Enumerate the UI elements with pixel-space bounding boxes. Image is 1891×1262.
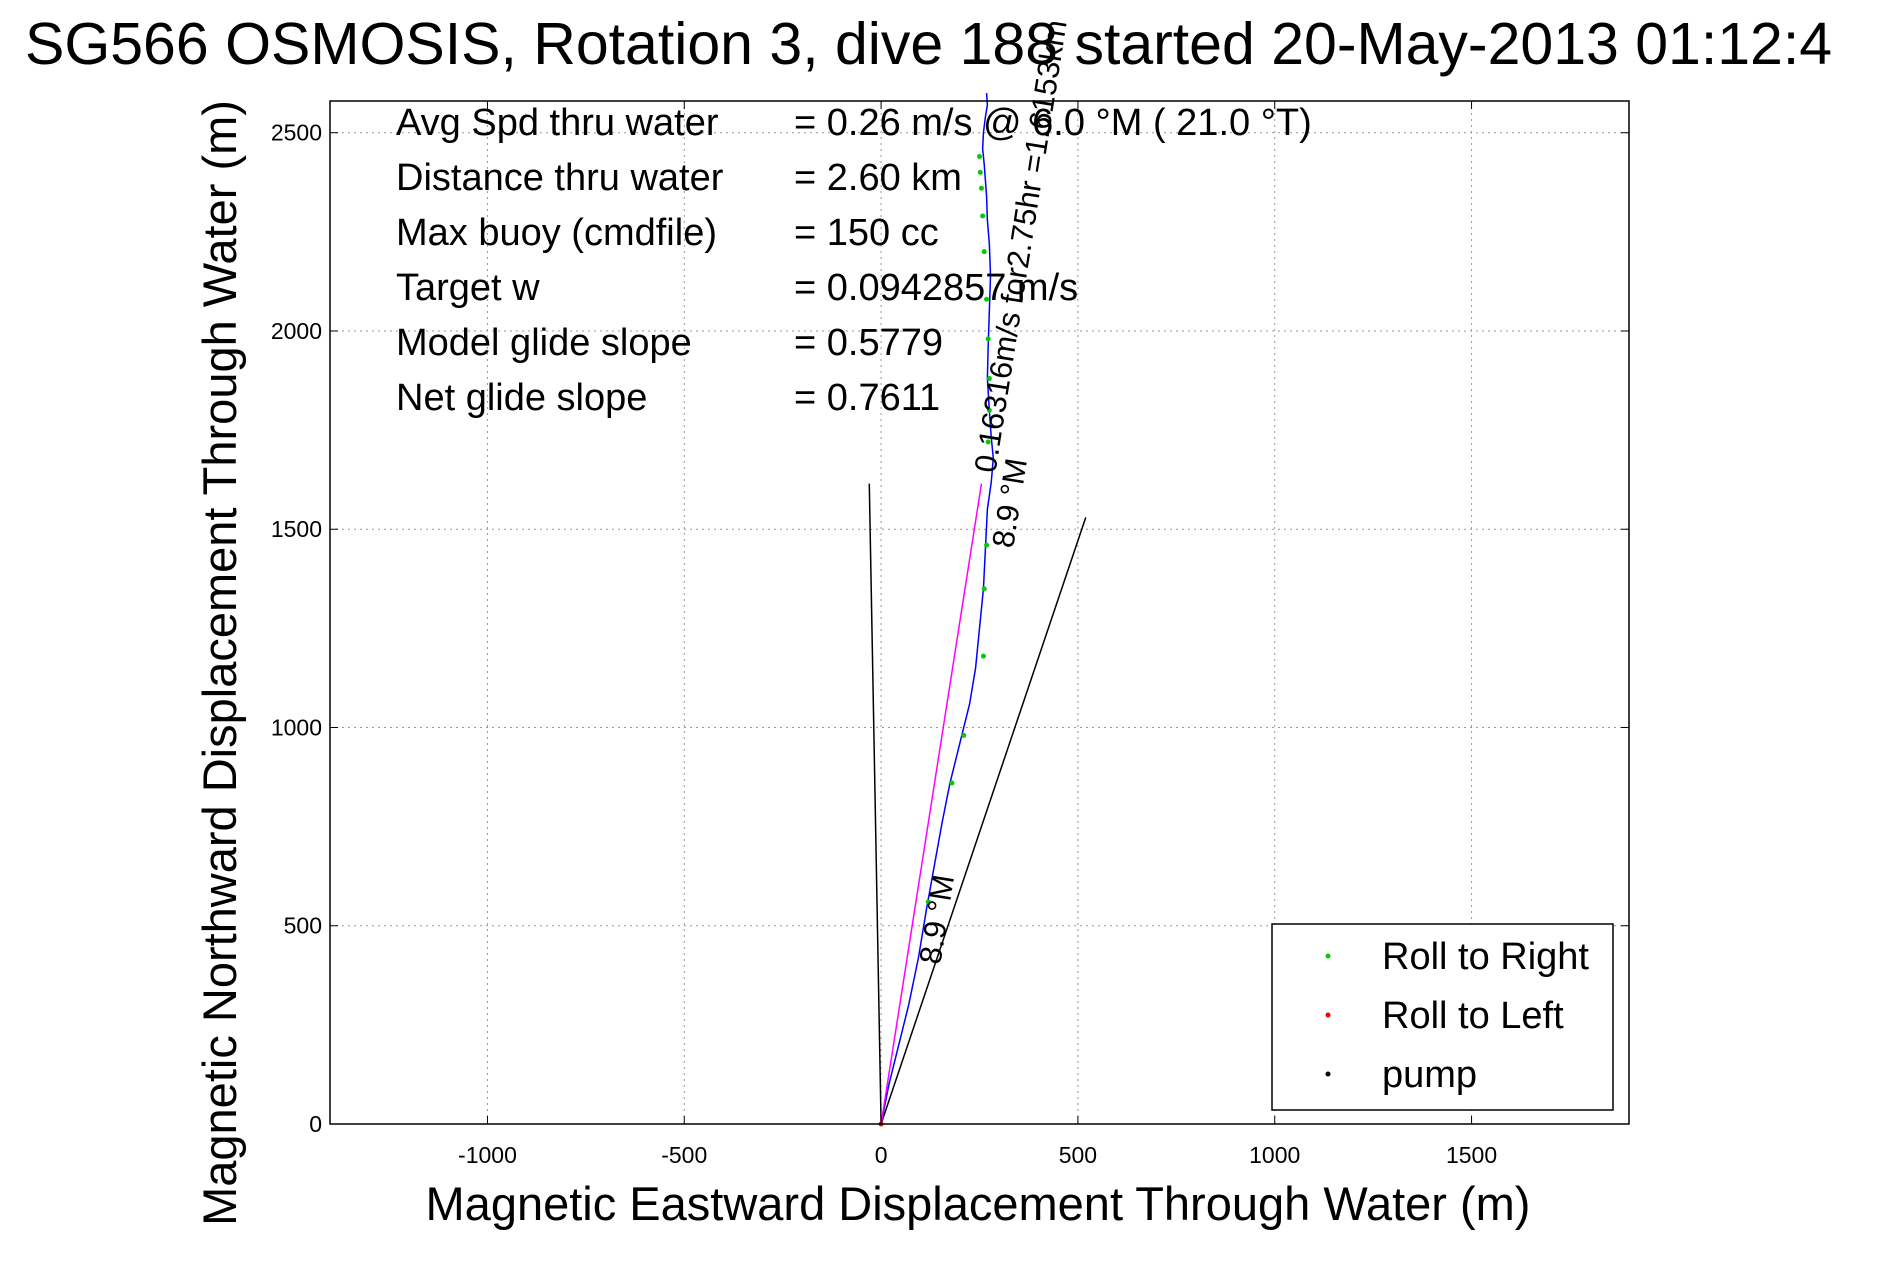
y-tick-label: 1500 [271,516,322,542]
stats-block: Avg Spd thru water = 0.26 m/s @ 6.0 °M ( … [396,102,1312,419]
y-axis-label: Magnetic Northward Displacement Through … [193,100,246,1226]
y-tick-label: 500 [284,913,322,939]
legend-marker [1325,1012,1331,1018]
x-tick-label: -1000 [458,1142,517,1168]
legend-marker [1325,1071,1331,1077]
roll-right-point [961,732,967,738]
roll-right-point [986,376,992,382]
x-tick-label: 1000 [1249,1142,1300,1168]
stat-value: = 0.7611 [794,377,940,419]
roll-right-point [977,154,982,160]
stat-label: Target w [396,267,540,309]
cone-left-line [868,483,882,1125]
roll-right-point [985,336,991,342]
plot-frame [329,100,1630,1125]
roll-right-point [980,653,986,659]
x-tick-label: 500 [1059,1142,1097,1168]
cone-right-line [880,517,1087,1125]
stat-label: Model glide slope [396,322,692,364]
stat-value: = 2.60 km [794,157,962,199]
track-line [880,93,995,1125]
x-tick-label: 1500 [1446,1142,1497,1168]
legend-label: Roll to Left [1382,995,1564,1037]
roll-right-point [986,407,992,413]
roll-right-point [981,249,987,255]
roll-right-point [984,296,990,302]
roll-right-point [984,542,990,548]
series [880,93,995,1125]
roll-right-point [978,185,984,191]
roll-right-point [985,439,991,445]
legend-label: Roll to Right [1382,936,1589,978]
stat-label: Net glide slope [396,377,647,419]
y-tick-label: 2000 [271,318,322,344]
stat-label: Max buoy (cmdfile) [396,212,717,254]
roll-right-point [981,586,987,592]
net-displacement-line [880,483,983,1125]
y-tick-label: 0 [309,1111,322,1137]
roll-right-point [925,899,931,905]
x-tick-label: -500 [661,1142,707,1168]
stat-value: = 0.26 m/s @ 6.0 °M ( 21.0 °T) [794,102,1312,144]
stat-label: Avg Spd thru water [396,102,719,144]
stat-value: = 150 cc [794,212,939,254]
stat-value: = 0.5779 [794,322,943,364]
y-tick-label: 1000 [271,714,322,740]
roll-right-point [980,213,986,219]
y-tick-label: 2500 [271,120,322,146]
legend-label: pump [1382,1054,1477,1096]
x-axis-label: Magnetic Eastward Displacement Through W… [426,1177,1531,1230]
legend: Roll to Right Roll to Left pump [1271,923,1614,1111]
roll-right-point [949,780,955,786]
stat-value: = 0.0942857 m/s [794,267,1078,309]
stat-label: Distance thru water [396,157,724,199]
ticks: -1000 -500 0 500 1000 1500 0 500 1000 1500 2000 250… [271,101,1629,1168]
legend-marker [1325,953,1331,959]
chart-title: SG566 OSMOSIS, Rotation 3, dive 188 star… [25,11,1832,77]
roll-right-point [977,169,983,175]
heading-cone [868,483,1087,1125]
x-tick-label: 0 [875,1142,888,1168]
